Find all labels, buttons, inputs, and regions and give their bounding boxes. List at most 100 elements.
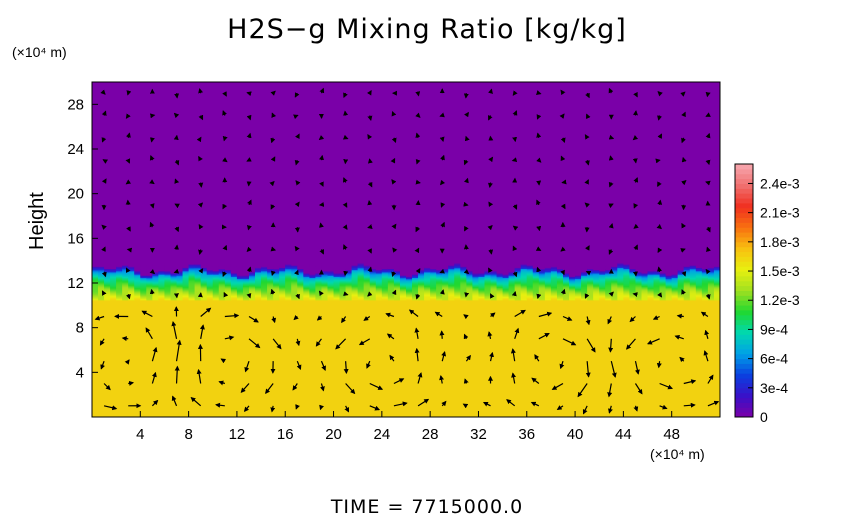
field-cell xyxy=(230,278,238,281)
field-cell xyxy=(297,261,304,264)
field-cell xyxy=(128,290,135,293)
field-cell xyxy=(273,261,280,264)
field-cell xyxy=(713,266,720,268)
field-cell xyxy=(647,296,655,299)
field-cell xyxy=(635,286,643,289)
field-cell xyxy=(701,296,709,299)
field-cell xyxy=(152,275,160,277)
field-cell xyxy=(206,293,214,295)
field-cell xyxy=(170,266,178,268)
field-cell xyxy=(351,269,359,272)
field-cell xyxy=(436,295,443,297)
field-cell xyxy=(152,264,160,266)
field-cell xyxy=(116,275,123,277)
field-cell xyxy=(309,287,317,290)
field-cell xyxy=(140,277,147,280)
field-cell xyxy=(508,276,516,279)
field-cell xyxy=(206,265,214,267)
field-cell xyxy=(556,285,564,287)
field-cell xyxy=(255,294,262,296)
field-cell xyxy=(188,290,196,293)
velocity-arrow xyxy=(584,160,590,166)
field-cell xyxy=(182,264,190,266)
velocity-arrow xyxy=(463,314,469,320)
field-cell xyxy=(617,276,624,279)
field-cell xyxy=(206,298,214,301)
field-cell xyxy=(345,275,353,277)
velocity-arrow xyxy=(705,91,711,98)
field-cell xyxy=(677,284,685,286)
field-cell xyxy=(164,297,172,300)
velocity-arrow xyxy=(536,114,542,120)
field-cell xyxy=(563,280,570,283)
field-cell xyxy=(333,276,341,279)
field-cell xyxy=(701,261,709,264)
velocity-arrow xyxy=(488,88,493,94)
field-cell xyxy=(484,286,492,289)
field-cell xyxy=(122,267,129,270)
field-cell xyxy=(665,278,673,281)
field-cell xyxy=(424,266,431,268)
field-cell xyxy=(182,278,190,281)
field-cell xyxy=(218,298,226,301)
field-cell xyxy=(236,285,244,287)
field-cell xyxy=(351,264,359,266)
field-cell xyxy=(556,266,564,268)
field-cell xyxy=(418,290,425,293)
field-cell xyxy=(393,283,401,285)
field-cell xyxy=(484,293,492,295)
field-cell xyxy=(581,275,588,277)
field-cell xyxy=(520,265,528,267)
field-cell xyxy=(393,269,401,272)
field-cell xyxy=(176,262,184,265)
field-cell xyxy=(110,298,117,301)
field-cell xyxy=(267,269,274,272)
field-cell xyxy=(502,289,510,292)
colorbar-swatch xyxy=(735,285,753,291)
field-cell xyxy=(460,296,467,299)
field-cell xyxy=(321,265,329,267)
field-cell xyxy=(623,276,631,279)
field-cell xyxy=(454,271,461,274)
field-cell xyxy=(550,275,558,277)
field-cell xyxy=(176,290,184,293)
field-cell xyxy=(587,276,594,279)
field-cell xyxy=(490,267,498,270)
field-cell xyxy=(98,278,105,281)
field-cell xyxy=(466,284,474,286)
field-cell xyxy=(194,278,202,281)
field-cell xyxy=(484,280,492,283)
field-cell xyxy=(454,284,461,286)
field-cell xyxy=(635,290,643,293)
field-cell xyxy=(532,277,540,280)
field-cell xyxy=(255,264,262,266)
field-cell xyxy=(575,294,582,296)
field-cell xyxy=(182,290,190,293)
field-cell xyxy=(478,293,486,295)
field-cell xyxy=(164,270,172,273)
field-cell xyxy=(442,288,449,291)
field-cell xyxy=(466,289,474,292)
field-cell xyxy=(490,280,498,283)
field-cell xyxy=(520,268,528,271)
field-cell xyxy=(152,286,160,289)
field-cell xyxy=(689,274,697,276)
field-cell xyxy=(593,298,600,301)
field-cell xyxy=(261,261,268,264)
field-cell xyxy=(255,295,262,297)
field-cell xyxy=(556,277,564,280)
field-cell xyxy=(665,275,673,277)
field-cell xyxy=(285,277,292,280)
velocity-arrow xyxy=(342,134,349,140)
field-cell xyxy=(140,276,147,279)
field-cell xyxy=(436,287,443,290)
velocity-arrow xyxy=(200,307,212,317)
field-cell xyxy=(249,277,256,280)
velocity-arrow xyxy=(319,383,325,392)
velocity-arrow xyxy=(463,378,469,384)
field-cell xyxy=(575,295,582,297)
field-cell xyxy=(188,297,196,300)
field-cell xyxy=(556,286,564,289)
field-cell xyxy=(556,295,564,297)
field-cell xyxy=(98,294,105,296)
